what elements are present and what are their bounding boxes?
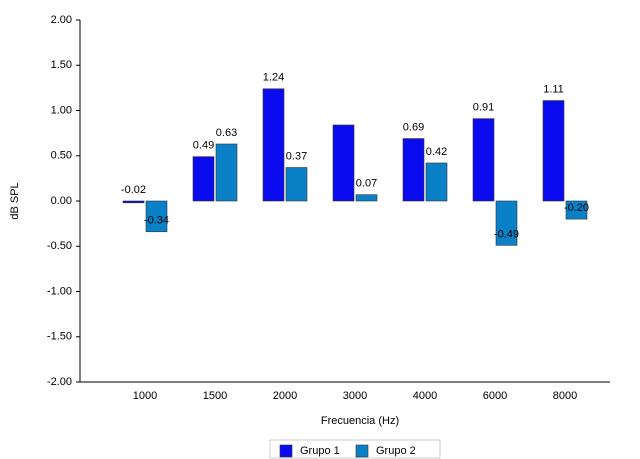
bar xyxy=(262,88,285,202)
x-tick-label: 8000 xyxy=(553,390,577,402)
y-tick-label: 0.50 xyxy=(51,150,72,162)
y-tick-label: -0.50 xyxy=(47,240,72,252)
bar xyxy=(145,200,168,233)
bar xyxy=(402,138,425,202)
value-label: -0.02 xyxy=(121,184,146,196)
value-label: 0.63 xyxy=(216,127,237,139)
x-tick-label: 1000 xyxy=(133,390,157,402)
value-label: 0.91 xyxy=(473,102,494,114)
legend-label: Grupo 1 xyxy=(300,445,340,457)
y-tick-label: -1.00 xyxy=(47,285,72,297)
bar xyxy=(215,143,238,202)
value-label: 0.49 xyxy=(193,140,214,152)
x-axis-title: Frecuencia (Hz) xyxy=(321,415,399,427)
value-label: 1.24 xyxy=(263,72,284,84)
value-label: 0.42 xyxy=(426,146,447,158)
bar xyxy=(355,194,378,202)
value-label: 0.07 xyxy=(356,178,377,190)
y-tick-label: 2.00 xyxy=(51,14,72,26)
y-axis-title: dB SPL xyxy=(9,182,21,219)
bar xyxy=(472,118,495,202)
y-tick-label: 1.00 xyxy=(51,104,72,116)
legend-swatch xyxy=(279,444,293,458)
value-label: -0.34 xyxy=(144,215,169,227)
bar xyxy=(425,162,448,202)
legend-frame xyxy=(269,439,441,459)
x-tick-label: 6000 xyxy=(483,390,507,402)
y-tick-label: 1.50 xyxy=(51,59,72,71)
value-label: 0.37 xyxy=(286,150,307,162)
y-tick-label: -1.50 xyxy=(47,331,72,343)
value-label: 1.11 xyxy=(543,83,564,95)
bar xyxy=(332,124,355,202)
x-tick-label: 1500 xyxy=(203,390,227,402)
value-label: 0.69 xyxy=(403,121,424,133)
x-tick-label: 4000 xyxy=(413,390,437,402)
x-tick-label: 3000 xyxy=(343,390,367,402)
legend-label: Grupo 2 xyxy=(376,445,416,457)
value-label: -0.49 xyxy=(494,228,519,240)
bar xyxy=(192,156,215,202)
bar xyxy=(542,100,565,202)
x-tick-label: 2000 xyxy=(273,390,297,402)
bar xyxy=(495,200,518,246)
value-label: -0.20 xyxy=(564,202,589,214)
y-tick-label: -2.00 xyxy=(47,376,72,388)
y-tick-label: 0.00 xyxy=(51,195,72,207)
legend-swatch xyxy=(355,444,369,458)
bar xyxy=(122,200,145,204)
bar xyxy=(565,200,588,220)
bar xyxy=(285,167,308,202)
